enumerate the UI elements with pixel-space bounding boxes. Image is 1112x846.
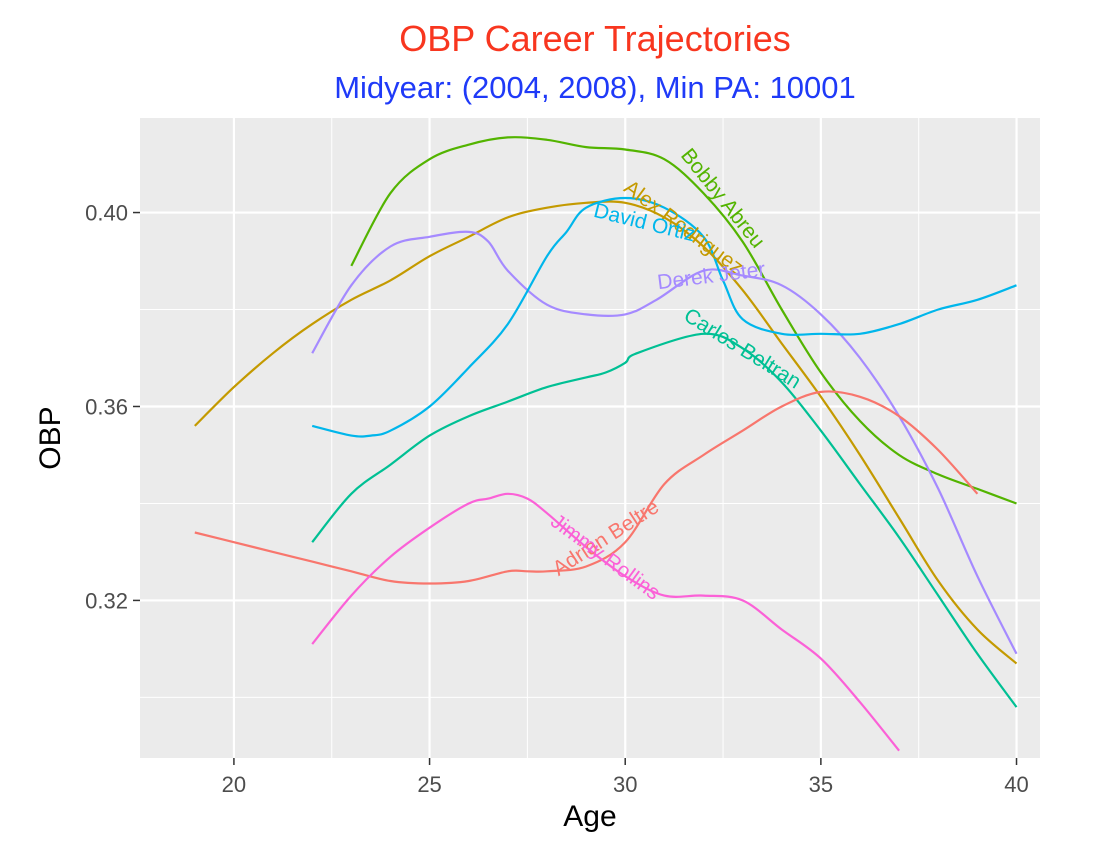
x-tick-label: 25 xyxy=(417,772,441,797)
x-axis-title: Age xyxy=(563,800,616,833)
series-line-bobby-abreu xyxy=(350,136,1017,505)
plot-panel xyxy=(140,118,1040,758)
chart-title: OBP Career Trajectories xyxy=(399,18,791,59)
series-line-jimmy-rollins xyxy=(311,492,900,752)
chart-subtitle: Midyear: (2004, 2008), Min PA: 10001 xyxy=(334,70,856,105)
series-line-adrian-beltre xyxy=(194,390,979,585)
x-tick-label: 35 xyxy=(809,772,833,797)
x-tick-label: 20 xyxy=(222,772,246,797)
y-tick-label: 0.32 xyxy=(85,588,128,613)
series-line-derek-jeter xyxy=(311,230,1018,655)
y-tick-label: 0.40 xyxy=(85,201,128,226)
x-tick-label: 40 xyxy=(1004,772,1028,797)
y-axis-title: OBP xyxy=(34,406,67,469)
series-line-carlos-beltran xyxy=(311,332,1018,708)
y-tick-label: 0.36 xyxy=(85,394,128,419)
x-tick-label: 30 xyxy=(613,772,637,797)
series-line-david-ortiz xyxy=(311,196,1017,438)
